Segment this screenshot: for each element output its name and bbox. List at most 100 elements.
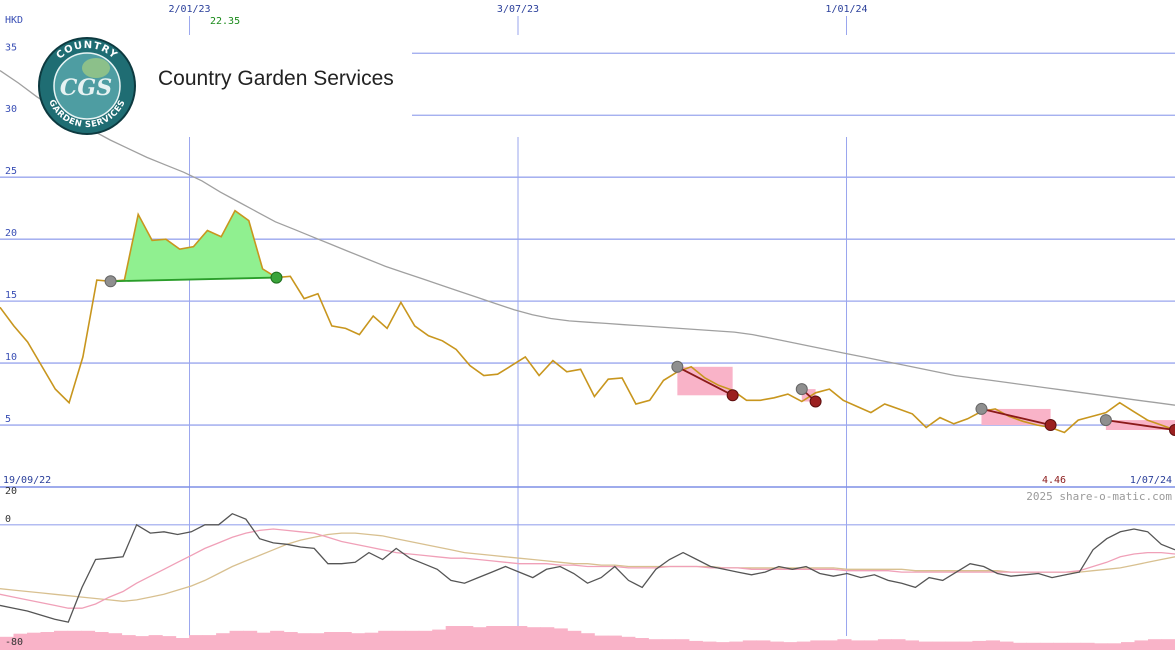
y-tick-label: 25 (5, 166, 17, 177)
x-tick-label: 1/01/24 (825, 4, 867, 15)
volume-bar (850, 640, 865, 650)
volume-bar (243, 630, 258, 650)
volume-bar (985, 640, 1000, 650)
trade-entry-marker (104, 275, 117, 288)
y-axis-labels: 5 10 15 20 25 30 35 (5, 42, 17, 425)
trade-markers (104, 271, 1175, 436)
volume-bar (607, 635, 622, 650)
y-tick-label: 10 (5, 352, 17, 363)
volume-bar (135, 636, 150, 650)
y-tick-label: 15 (5, 290, 17, 301)
volume-bar (621, 636, 636, 650)
volume-bar (40, 632, 55, 650)
volume-bar (864, 640, 879, 650)
volume-bar (148, 635, 163, 650)
volume-bar (1012, 642, 1027, 650)
trade-lines (110, 276, 1175, 431)
volume-bar (729, 641, 744, 650)
volume-bar (526, 627, 541, 650)
moving-average-line (0, 70, 1175, 406)
trade-entry-marker (795, 383, 808, 396)
volume-bar (931, 641, 946, 650)
y-tick-label: 20 (5, 228, 17, 239)
trade-exit-marker (270, 271, 283, 284)
volume-bar (999, 641, 1014, 650)
trade-line (110, 276, 277, 283)
oscillator-tick-label: -80 (5, 637, 23, 648)
volume-bar (1121, 642, 1136, 650)
volume-bar (54, 630, 69, 650)
volume-bar (958, 641, 973, 650)
volume-bar (1134, 640, 1149, 650)
volume-bar (1080, 642, 1095, 650)
volume-bar (81, 630, 96, 650)
volume-bar (1039, 642, 1054, 650)
volume-bar (162, 636, 177, 650)
volume-bar (1094, 643, 1109, 650)
volume-bar (675, 639, 690, 650)
volume-bar (1148, 639, 1163, 650)
trade-exit-marker (809, 395, 822, 408)
volume-bar (94, 632, 109, 650)
volume-bar (364, 632, 379, 650)
y-tick-label: 30 (5, 104, 17, 115)
trade-gain-fill (110, 210, 277, 282)
volume-bar (324, 632, 339, 650)
volume-bar (202, 635, 217, 650)
copyright-text: 2025 share-o-matic.com (1026, 490, 1172, 503)
oscillator-axis-labels: 20 0 -80 (5, 486, 23, 648)
volume-bar (67, 630, 82, 650)
volume-bar (810, 640, 825, 650)
title-backdrop (148, 52, 412, 124)
volume-bar (27, 632, 42, 650)
volume-bar (837, 639, 852, 650)
x-tick-label: 3/07/23 (497, 4, 539, 15)
volume-bar (702, 641, 717, 650)
volume-bar (1026, 642, 1041, 650)
volume-bars (0, 626, 1175, 650)
volume-bar (486, 626, 501, 650)
trade-line (1105, 419, 1175, 431)
y-tick-label: 5 (5, 414, 11, 425)
volume-bar (688, 640, 703, 650)
trade-exit-marker (726, 389, 739, 402)
volume-bar (661, 639, 676, 650)
low-price-label: 4.46 (1042, 475, 1066, 486)
volume-bar (13, 633, 28, 650)
volume-bar (0, 636, 15, 650)
volume-bar (783, 642, 798, 650)
y-tick-label: 35 (5, 42, 17, 53)
vertical-gridlines (189, 16, 848, 636)
trade-entry-marker (975, 402, 988, 415)
volume-bar (1161, 639, 1175, 650)
x-axis-labels: 2/01/23 3/07/23 1/01/24 (168, 4, 867, 15)
volume-bar (756, 640, 771, 650)
end-date-label: 1/07/24 (1130, 475, 1172, 486)
currency-label: HKD (5, 15, 23, 26)
trade-fills (110, 210, 1175, 430)
volume-bar (891, 639, 906, 650)
volume-bar (256, 632, 271, 650)
volume-bar (216, 633, 231, 650)
oscillator-tick-label: 0 (5, 514, 11, 525)
volume-bar (904, 640, 919, 650)
volume-bar (972, 640, 987, 650)
volume-bar (391, 630, 406, 650)
volume-bar (1107, 643, 1122, 650)
volume-bar (567, 630, 582, 650)
oscillator-main-line (0, 512, 1175, 623)
volume-bar (715, 642, 730, 650)
volume-bar (634, 638, 649, 650)
volume-bar (594, 635, 609, 650)
trade-line (981, 408, 1051, 426)
horizontal-gridlines (0, 52, 1175, 426)
trade-entry-marker (671, 360, 684, 373)
volume-bar (175, 638, 190, 650)
trade-entry-marker (1099, 414, 1112, 427)
volume-bar (742, 640, 757, 650)
volume-bar (121, 635, 136, 650)
volume-bar (648, 639, 663, 650)
volume-bar (769, 641, 784, 650)
high-price-label: 22.35 (210, 16, 240, 27)
volume-bar (405, 630, 420, 650)
